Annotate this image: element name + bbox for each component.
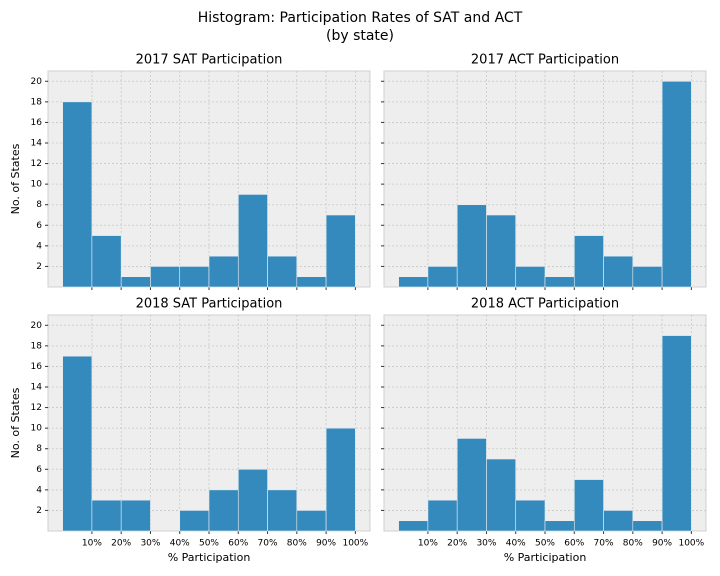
histogram-bar	[544, 276, 575, 288]
histogram-bar	[661, 335, 692, 532]
histogram-bar	[486, 458, 517, 532]
y-tick-label: 14	[31, 383, 43, 393]
y-tick-label: 12	[31, 159, 42, 169]
histogram-bar	[456, 204, 487, 288]
histogram-bar	[603, 510, 634, 532]
histogram-bar	[208, 255, 239, 288]
histogram-bar	[62, 355, 93, 532]
x-tick-label: 20%	[111, 539, 131, 549]
histogram-bar	[237, 468, 268, 532]
y-tick-label: 16	[31, 118, 43, 128]
histogram-bar	[427, 266, 458, 288]
histogram-bar	[267, 255, 298, 288]
x-tick-label: 50%	[199, 539, 219, 549]
histogram-bar	[296, 276, 327, 288]
y-tick-label: 4	[36, 485, 42, 495]
y-tick-label: 2	[36, 506, 42, 516]
histogram-bar	[208, 489, 239, 532]
x-tick-label: 10%	[82, 539, 102, 549]
x-tick-label: 80%	[287, 539, 307, 549]
x-axis-label: % Participation	[504, 551, 587, 564]
x-tick-label: 50%	[535, 539, 555, 549]
y-tick-label: 6	[36, 221, 42, 231]
histogram-bar	[179, 266, 210, 288]
x-tick-label: 90%	[652, 539, 672, 549]
y-tick-label: 18	[31, 97, 43, 107]
x-tick-label: 100%	[342, 539, 368, 549]
histogram-bar	[150, 266, 181, 288]
histogram-bar	[632, 266, 663, 288]
histogram-bar	[325, 427, 356, 532]
histogram-bar	[632, 520, 663, 532]
histogram-bar	[398, 276, 429, 288]
histogram-bar	[120, 499, 151, 532]
histogram-bar	[515, 266, 546, 288]
histogram-bar	[398, 520, 429, 532]
y-tick-label: 2	[36, 262, 42, 272]
x-tick-label: 40%	[506, 539, 526, 549]
y-tick-label: 12	[31, 403, 42, 413]
histogram-bar	[237, 194, 268, 288]
x-tick-label: 10%	[418, 539, 438, 549]
histogram-bar	[486, 214, 517, 288]
histogram-bar	[515, 499, 546, 532]
histogram-bar	[544, 520, 575, 532]
y-tick-label: 20	[31, 321, 43, 331]
y-tick-label: 14	[31, 139, 43, 149]
x-tick-label: 60%	[228, 539, 248, 549]
histogram-bar	[456, 438, 487, 532]
subplot-title: 2018 SAT Participation	[136, 297, 283, 312]
subplot-title: 2018 ACT Participation	[471, 297, 619, 312]
y-tick-label: 18	[31, 341, 43, 351]
x-tick-label: 60%	[564, 539, 584, 549]
y-tick-label: 8	[36, 444, 42, 454]
y-tick-label: 4	[36, 241, 42, 251]
y-axis-label: No. of States	[9, 143, 22, 214]
histogram-bar	[296, 510, 327, 532]
subplot-title: 2017 ACT Participation	[471, 53, 619, 68]
histogram-bar	[267, 489, 298, 532]
histogram-bar	[179, 510, 210, 532]
x-tick-label: 30%	[476, 539, 496, 549]
figure-subtitle: (by state)	[326, 28, 394, 44]
histogram-bar	[573, 479, 604, 532]
histogram-bar	[325, 214, 356, 288]
y-tick-label: 16	[31, 362, 43, 372]
y-axis-label: No. of States	[9, 387, 22, 458]
x-tick-label: 90%	[316, 539, 336, 549]
x-tick-label: 20%	[447, 539, 467, 549]
x-tick-label: 70%	[594, 539, 614, 549]
histogram-bar	[603, 255, 634, 288]
figure-title: Histogram: Participation Rates of SAT an…	[198, 10, 523, 26]
x-axis-label: % Participation	[168, 551, 251, 564]
histogram-bar	[573, 235, 604, 288]
histogram-bar	[427, 499, 458, 532]
histogram-bar	[120, 276, 151, 288]
subplot-title: 2017 SAT Participation	[136, 53, 283, 68]
y-tick-label: 6	[36, 465, 42, 475]
y-tick-label: 10	[31, 180, 43, 190]
x-tick-label: 100%	[678, 539, 704, 549]
y-tick-label: 20	[31, 77, 43, 87]
histogram-bar	[661, 80, 692, 288]
histogram-bar	[91, 499, 122, 532]
x-tick-label: 70%	[258, 539, 278, 549]
histogram-bar	[62, 101, 93, 288]
x-tick-label: 30%	[140, 539, 160, 549]
y-tick-label: 10	[31, 424, 43, 434]
x-tick-label: 40%	[170, 539, 190, 549]
y-tick-label: 8	[36, 200, 42, 210]
histogram-bar	[91, 235, 122, 288]
x-tick-label: 80%	[623, 539, 643, 549]
